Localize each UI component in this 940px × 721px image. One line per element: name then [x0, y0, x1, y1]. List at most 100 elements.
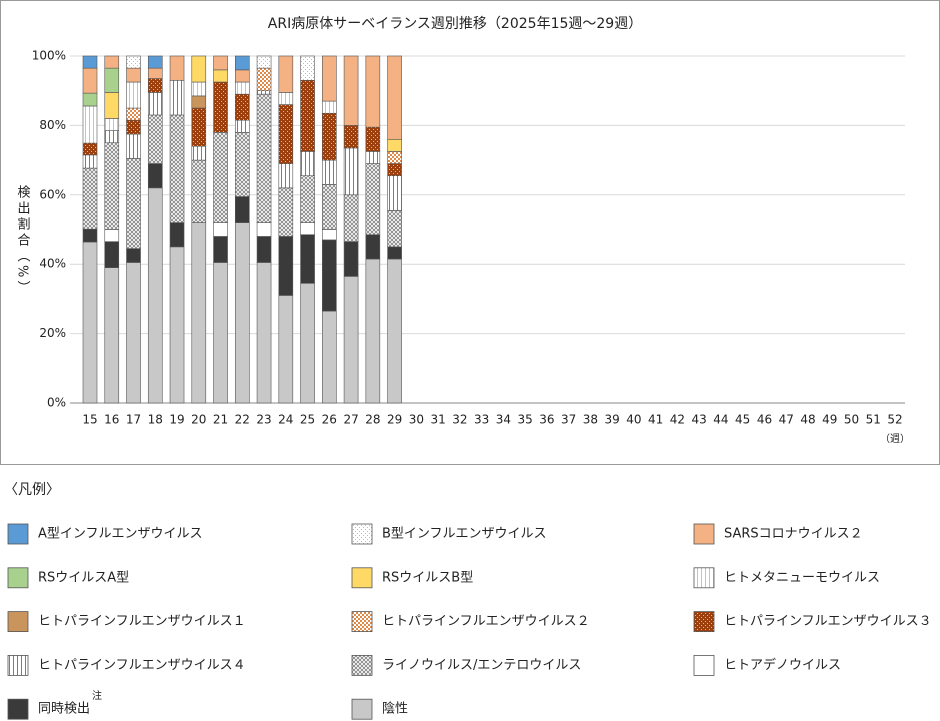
bar-segment	[343, 125, 359, 149]
bar-segment	[256, 93, 272, 223]
legend-swatch	[7, 567, 29, 589]
bar-segment	[256, 90, 272, 95]
x-tick-label: 35	[517, 413, 532, 427]
legend-label: ヒトメタニューモウイルス	[724, 570, 880, 585]
legend-label: SARSコロナウイルス２	[724, 527, 863, 542]
bar-segment	[278, 295, 294, 404]
x-tick-label: 31	[430, 413, 445, 427]
y-tick-label: 20%	[39, 326, 66, 340]
legend-swatch	[693, 611, 715, 632]
bar-segment	[300, 79, 315, 152]
x-tick-label: 46	[757, 413, 772, 427]
bar-segment	[234, 81, 250, 95]
bar-segment	[213, 69, 228, 83]
bar-segment	[278, 104, 294, 164]
x-tick-label: 45	[735, 413, 750, 427]
bar-segment	[126, 248, 141, 263]
legend-swatch	[7, 698, 29, 720]
bar-segment	[126, 81, 141, 109]
legend-label: ヒトアデノウイルス	[724, 657, 841, 673]
bar-segment	[343, 55, 359, 126]
bar-segment	[256, 67, 272, 91]
bar-segment	[278, 236, 294, 296]
bar-segment	[147, 78, 163, 93]
bar-segment	[322, 239, 337, 312]
bar-segment	[234, 55, 250, 71]
bar-segment	[365, 126, 381, 152]
bar-segment	[126, 107, 141, 121]
bar-segment	[191, 222, 207, 404]
x-tick-label: 37	[561, 413, 576, 427]
bar-segment	[234, 132, 250, 197]
bar-segment	[256, 222, 272, 237]
bar-segment	[104, 55, 120, 69]
bar-segment	[82, 154, 98, 169]
bar-segment	[234, 222, 250, 404]
bar-segment	[234, 69, 250, 83]
bar-segment	[82, 142, 98, 156]
x-tick-label: 22	[235, 413, 250, 427]
x-tick-label: 17	[126, 413, 141, 427]
x-tick-label: 19	[169, 413, 184, 427]
x-tick-label: 43	[692, 413, 707, 427]
y-tick-label: 40%	[39, 257, 66, 271]
bar-segment	[300, 234, 315, 284]
x-tick-label: 50	[844, 413, 859, 427]
bar-segment	[104, 118, 120, 131]
bar-segment	[234, 93, 250, 121]
x-tick-label: 21	[213, 413, 228, 427]
bar-segment	[322, 184, 337, 230]
bar-segment	[126, 133, 141, 159]
bar-segment	[387, 258, 402, 404]
chart-title: ARI病原体サーベイランス週別推移（2025年15週～29週）	[268, 16, 642, 32]
x-tick-label: 52	[887, 413, 902, 427]
x-tick-label: 47	[779, 413, 794, 427]
bar-segment	[256, 236, 272, 263]
bar-segment	[191, 55, 207, 83]
y-tick-label: 80%	[39, 118, 66, 132]
bar-segment	[300, 151, 315, 177]
bar-segment	[82, 105, 98, 144]
bar-segment	[104, 229, 120, 242]
legend-label: ヒトパラインフルエンザウイルス３	[724, 614, 932, 629]
bar-segment	[343, 147, 359, 196]
x-tick-label: 26	[322, 413, 337, 427]
bar-segment	[343, 241, 359, 277]
bar-segment	[322, 100, 337, 114]
legend-swatch	[351, 655, 373, 676]
bar-segment	[365, 55, 381, 128]
bar-segment	[213, 132, 228, 223]
bar-segment	[278, 187, 294, 237]
bar-segment	[387, 163, 402, 177]
x-tick-label: 32	[452, 413, 467, 427]
bar-segment	[82, 55, 98, 69]
legend-label: ヒトパラインフルエンザウイルス２	[382, 614, 590, 629]
x-tick-label: 39	[605, 413, 620, 427]
bar-segment	[322, 55, 337, 102]
x-tick-label: 23	[256, 413, 271, 427]
bar-segment	[387, 175, 402, 211]
bar-segment	[126, 158, 141, 249]
bar-segment	[387, 210, 402, 248]
bar-segment	[169, 55, 185, 81]
legend-swatch	[351, 611, 373, 632]
bar-segment	[300, 282, 315, 404]
bar-segment	[126, 119, 141, 135]
bar-segment	[213, 222, 228, 237]
bar-segment	[322, 310, 337, 404]
x-tick-label: 20	[191, 413, 206, 427]
bar-segment	[322, 159, 337, 185]
legend-swatch	[693, 523, 715, 545]
legend-swatch	[7, 523, 29, 545]
x-tick-label: 44	[713, 413, 728, 427]
bar-segment	[82, 167, 98, 230]
x-tick-label: 18	[148, 413, 163, 427]
legend-swatch	[7, 655, 29, 676]
legend-swatch	[351, 523, 373, 545]
x-tick-label: 34	[496, 413, 511, 427]
bar-segment	[387, 138, 402, 152]
legend-label: RSウイルスB型	[382, 570, 473, 585]
legend-label: B型インフルエンザウイルス	[382, 527, 547, 542]
bar-segment	[256, 55, 272, 69]
